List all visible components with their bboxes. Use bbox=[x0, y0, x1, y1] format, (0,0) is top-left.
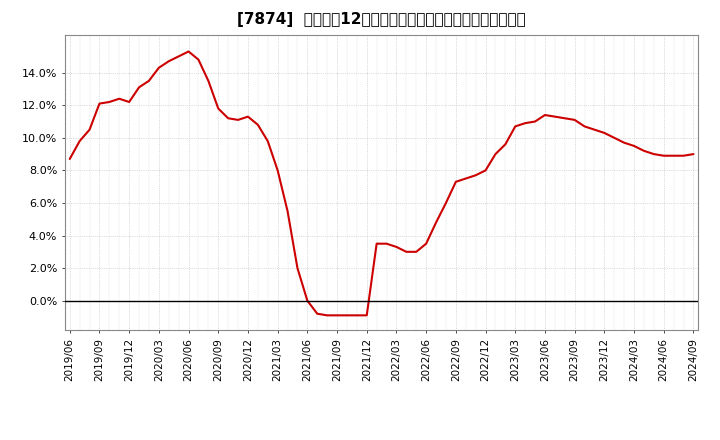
Title: [7874]  売上高の12か月移動合計の対前年同期増減率の推移: [7874] 売上高の12か月移動合計の対前年同期増減率の推移 bbox=[237, 12, 526, 27]
